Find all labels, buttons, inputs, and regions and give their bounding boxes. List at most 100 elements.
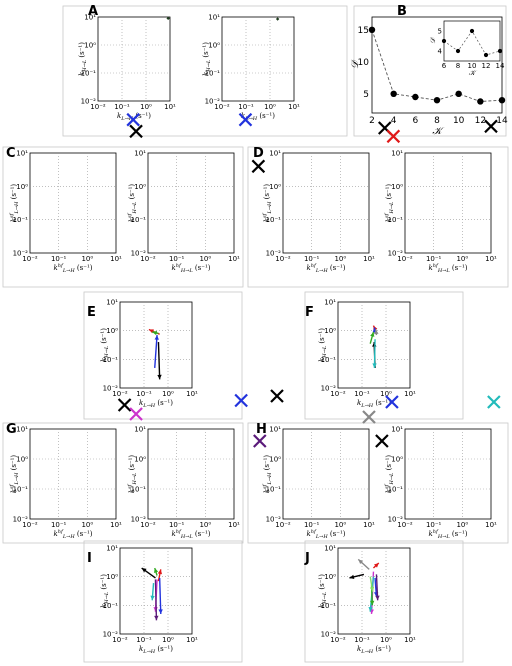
A1-point xyxy=(166,16,170,21)
panel-B-inset-xtick: 6 xyxy=(442,62,447,70)
J-arrow-head xyxy=(369,586,375,592)
panel-E2-ytick: 10⁻¹ xyxy=(388,216,404,224)
panel-C1: 10⁻²10⁻² 10⁻¹ 10⁻¹ 10⁰ 10⁰ 10¹ 10¹ khfL→H (s⁻¹)… xyxy=(9,112,143,274)
panel-G2-ytick: 10⁰ xyxy=(134,456,146,464)
panel-I2-ytick: 10⁻² xyxy=(388,516,404,524)
panel-label-E: E xyxy=(87,305,96,320)
panel-A2-ylabel: kH→L (s⁻¹) xyxy=(202,42,212,76)
panel-label-A: A xyxy=(88,4,98,19)
panel-G1-ylabel: ksfL→H (s⁻¹) xyxy=(9,455,20,494)
panel-E2-xtick: 10¹ xyxy=(485,255,497,263)
panel-H-xlabel: kL→H (s⁻¹) xyxy=(139,645,173,655)
panel-J-xlabel: kL→H (s⁻¹) xyxy=(357,645,391,655)
panel-A1-ytick: 10⁰ xyxy=(84,42,96,50)
panel-E2-frame xyxy=(404,152,492,254)
panel-label-J: J xyxy=(304,551,310,566)
panel-E1-ytick: 10⁰ xyxy=(269,183,281,191)
panel-H: 10⁻²10⁻² 10⁻¹ 10⁻¹ 10⁰ 10⁰ 10¹ 10¹ kL→H (s⁻¹) kH… xyxy=(100,545,198,656)
panel-B-point xyxy=(390,90,397,98)
J-arrow-head xyxy=(349,574,355,580)
panel-E2-ytick: 10⁰ xyxy=(391,183,403,191)
panel-D-ytick: 10¹ xyxy=(106,299,118,307)
panel-D-xtick: 10⁻¹ xyxy=(136,390,152,398)
panel-D-xtick: 10⁻² xyxy=(112,390,128,398)
panel-I2: 10⁻²10⁻² 10⁻¹ 10⁻¹ 10⁰ 10⁰ 10¹ 10¹ khfH→L (s⁻¹)… xyxy=(384,395,501,540)
panel-C1-ytick: 10⁻¹ xyxy=(13,216,29,224)
panel-B-xtick: 6 xyxy=(412,116,418,126)
panel-G1-xtick: 10⁰ xyxy=(81,521,93,529)
panel-G2-ytick: 10¹ xyxy=(134,426,146,434)
panel-E1-xtick: 10⁰ xyxy=(334,255,346,263)
panel-B-inset-point xyxy=(455,48,461,54)
panel-H-xtick: 10⁻¹ xyxy=(136,636,152,644)
H-arrow-head xyxy=(158,609,163,614)
E2-centroid xyxy=(484,119,498,134)
panel-E1-xtick: 10⁻² xyxy=(275,255,291,263)
panel-A1-ytick: 10⁻¹ xyxy=(81,70,97,78)
panel-I1-ytick: 10⁻² xyxy=(266,516,282,524)
panel-A1-xtick: 10⁻¹ xyxy=(114,103,130,111)
panel-G1-frame xyxy=(29,428,117,520)
I1-centroid xyxy=(362,410,376,424)
panel-H-ytick: 10⁻¹ xyxy=(103,602,119,610)
panel-B-point xyxy=(477,98,484,105)
panel-I1-frame xyxy=(282,428,370,520)
panel-D-ytick: 10⁰ xyxy=(106,327,118,335)
panel-C1-ytick: 10⁻² xyxy=(13,250,29,258)
panel-B-point xyxy=(412,93,419,101)
section-box-H xyxy=(83,540,243,663)
panel-F-ytick: 10⁰ xyxy=(324,327,336,335)
panel-I2-ylabel: ksfH→L (s⁻¹) xyxy=(384,455,395,494)
panel-G2-xtick: 10⁻¹ xyxy=(169,521,185,529)
panel-J-ytick: 10⁻² xyxy=(321,631,337,639)
panel-label-H: H xyxy=(256,422,267,437)
panel-A1-xlabel: kL→H (s⁻¹) xyxy=(117,112,151,122)
panel-I1-xtick: 10⁻² xyxy=(275,521,291,529)
panel-H-ytick: 10¹ xyxy=(106,545,118,553)
panel-C2-ylabel: ksfH→L (s⁻¹) xyxy=(127,184,138,223)
D-arrow-head xyxy=(148,329,154,334)
C1-centroid xyxy=(126,112,140,127)
J-arrow-head xyxy=(374,562,379,568)
panel-A1-xtick: 10⁻² xyxy=(90,103,106,111)
panel-D: 10⁻²10⁻² 10⁻¹ 10⁻¹ 10⁰ 10⁰ 10¹ 10¹ kL→H (s⁻¹) kH… xyxy=(100,299,198,410)
panel-I2-ytick: 10¹ xyxy=(391,426,403,434)
I1-centroid xyxy=(375,434,389,448)
panel-B-ytick: 5 xyxy=(363,90,369,100)
panel-I1-ytick: 10⁰ xyxy=(269,456,281,464)
panel-J: 10⁻²10⁻² 10⁻¹ 10⁻¹ 10⁰ 10⁰ 10¹ 10¹ kL→H (s⁻¹) kH… xyxy=(318,545,416,656)
F-arrow-head xyxy=(374,329,379,335)
panel-A2-ytick: 10⁻² xyxy=(205,98,221,106)
panel-G1-xtick: 10⁻² xyxy=(22,521,38,529)
panel-F-ylabel: kH→L (s⁻¹) xyxy=(318,328,328,362)
H-arrow-head xyxy=(153,568,159,573)
section-box-I xyxy=(247,422,509,544)
panel-G2-frame xyxy=(147,428,235,520)
panel-A2-xtick: 10⁰ xyxy=(264,103,276,111)
panel-label-I: I xyxy=(87,551,92,566)
panel-I2-frame xyxy=(404,428,492,520)
panel-H-xtick: 10¹ xyxy=(186,636,198,644)
panel-E1-ytick: 10⁻² xyxy=(266,250,282,258)
panel-H-xtick: 10⁻² xyxy=(112,636,128,644)
panel-C2-frame xyxy=(147,152,235,254)
panel-G2-ytick: 10⁻¹ xyxy=(131,486,147,494)
panel-E2-xlabel: khfH→L (s⁻¹) xyxy=(429,263,468,274)
panel-label-D: D xyxy=(253,146,264,161)
H-arrow-head xyxy=(157,569,163,575)
panel-J-xtick: 10¹ xyxy=(404,636,416,644)
panel-A1-frame xyxy=(97,16,171,102)
panel-J-xtick: 10⁰ xyxy=(380,636,392,644)
panel-label-G: G xyxy=(6,422,17,437)
panel-G1: 10⁻²10⁻² 10⁻¹ 10⁻¹ 10⁰ 10⁰ 10¹ 10¹ khfL→H (s⁻¹)… xyxy=(9,398,143,540)
panel-E1-xlabel: khfL→H (s⁻¹) xyxy=(307,263,346,274)
panel-C1-xtick: 10¹ xyxy=(110,255,122,263)
panel-I1-xlabel: khfL→H (s⁻¹) xyxy=(307,529,346,540)
panel-C2-xlabel: khfH→L (s⁻¹) xyxy=(172,263,211,274)
D-arrow xyxy=(157,342,161,380)
panel-B-xtick: 14 xyxy=(496,116,508,126)
panel-B-inset-frame xyxy=(443,20,501,62)
panel-B-inset-point xyxy=(441,38,447,44)
